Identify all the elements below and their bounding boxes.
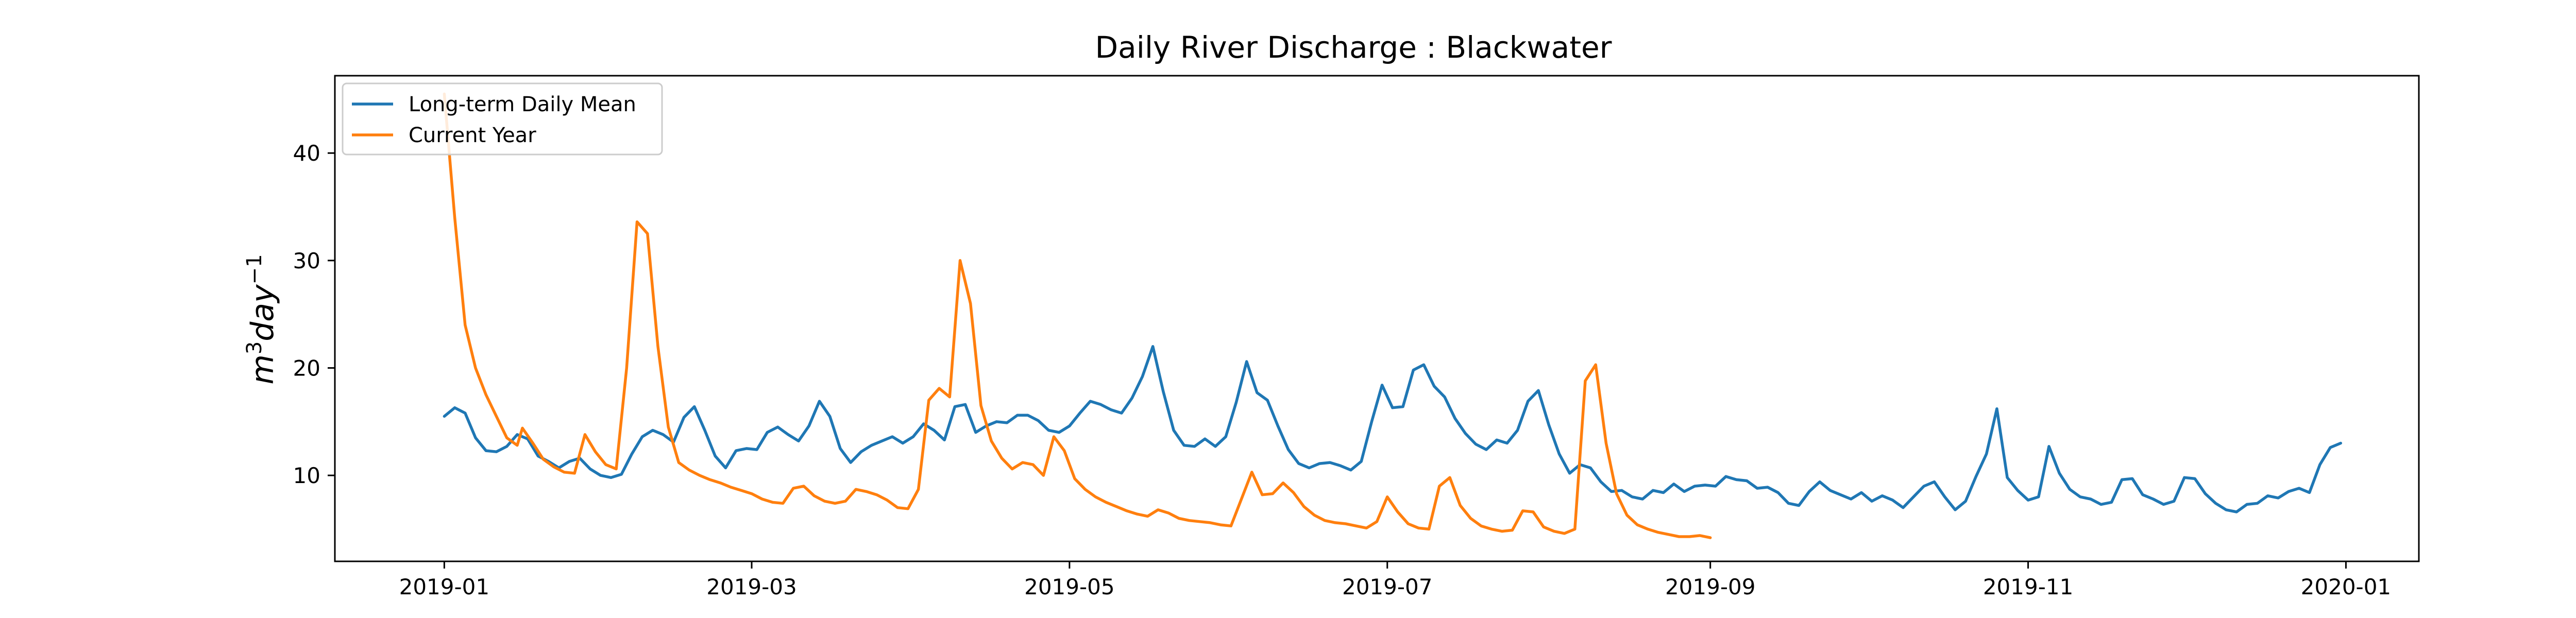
x-tick-label: 2019-07 — [1342, 574, 1433, 599]
y-axis-label-exp1: 3 — [243, 341, 266, 354]
plot-area — [443, 92, 2343, 539]
legend: Long-term Daily Mean Current Year — [342, 82, 663, 156]
x-tick-label: 2020-01 — [2301, 574, 2392, 599]
y-axis-label: m3day−1 — [243, 254, 281, 384]
x-tick-label: 2019-09 — [1665, 574, 1756, 599]
x-tick-label: 2019-03 — [706, 574, 797, 599]
plot-frame — [334, 75, 2420, 562]
y-tick-label: 10 — [293, 463, 320, 488]
chart-title: Daily River Discharge : Blackwater — [1095, 30, 1612, 65]
legend-label: Current Year — [409, 124, 536, 147]
x-tick-label: 2019-01 — [399, 574, 490, 599]
y-tick-label: 40 — [293, 141, 320, 166]
legend-label: Long-term Daily Mean — [409, 93, 636, 116]
x-axis: 2019-01 2019-03 2019-05 2019-07 2019-09 2019-… — [399, 561, 2392, 599]
y-axis: 10 20 30 40 — [293, 141, 335, 488]
x-tick-label: 2019-11 — [1983, 574, 2074, 599]
legend-box — [342, 82, 663, 156]
y-axis-label-exp2: −1 — [243, 254, 266, 284]
y-tick-label: 20 — [293, 355, 320, 381]
series-line-1 — [443, 345, 2343, 513]
y-axis-label-base: m — [245, 354, 281, 384]
x-tick-label: 2019-05 — [1024, 574, 1115, 599]
y-tick-label: 30 — [293, 248, 320, 273]
y-axis-label-unit: day — [245, 284, 281, 341]
series-line-2 — [443, 92, 1712, 539]
